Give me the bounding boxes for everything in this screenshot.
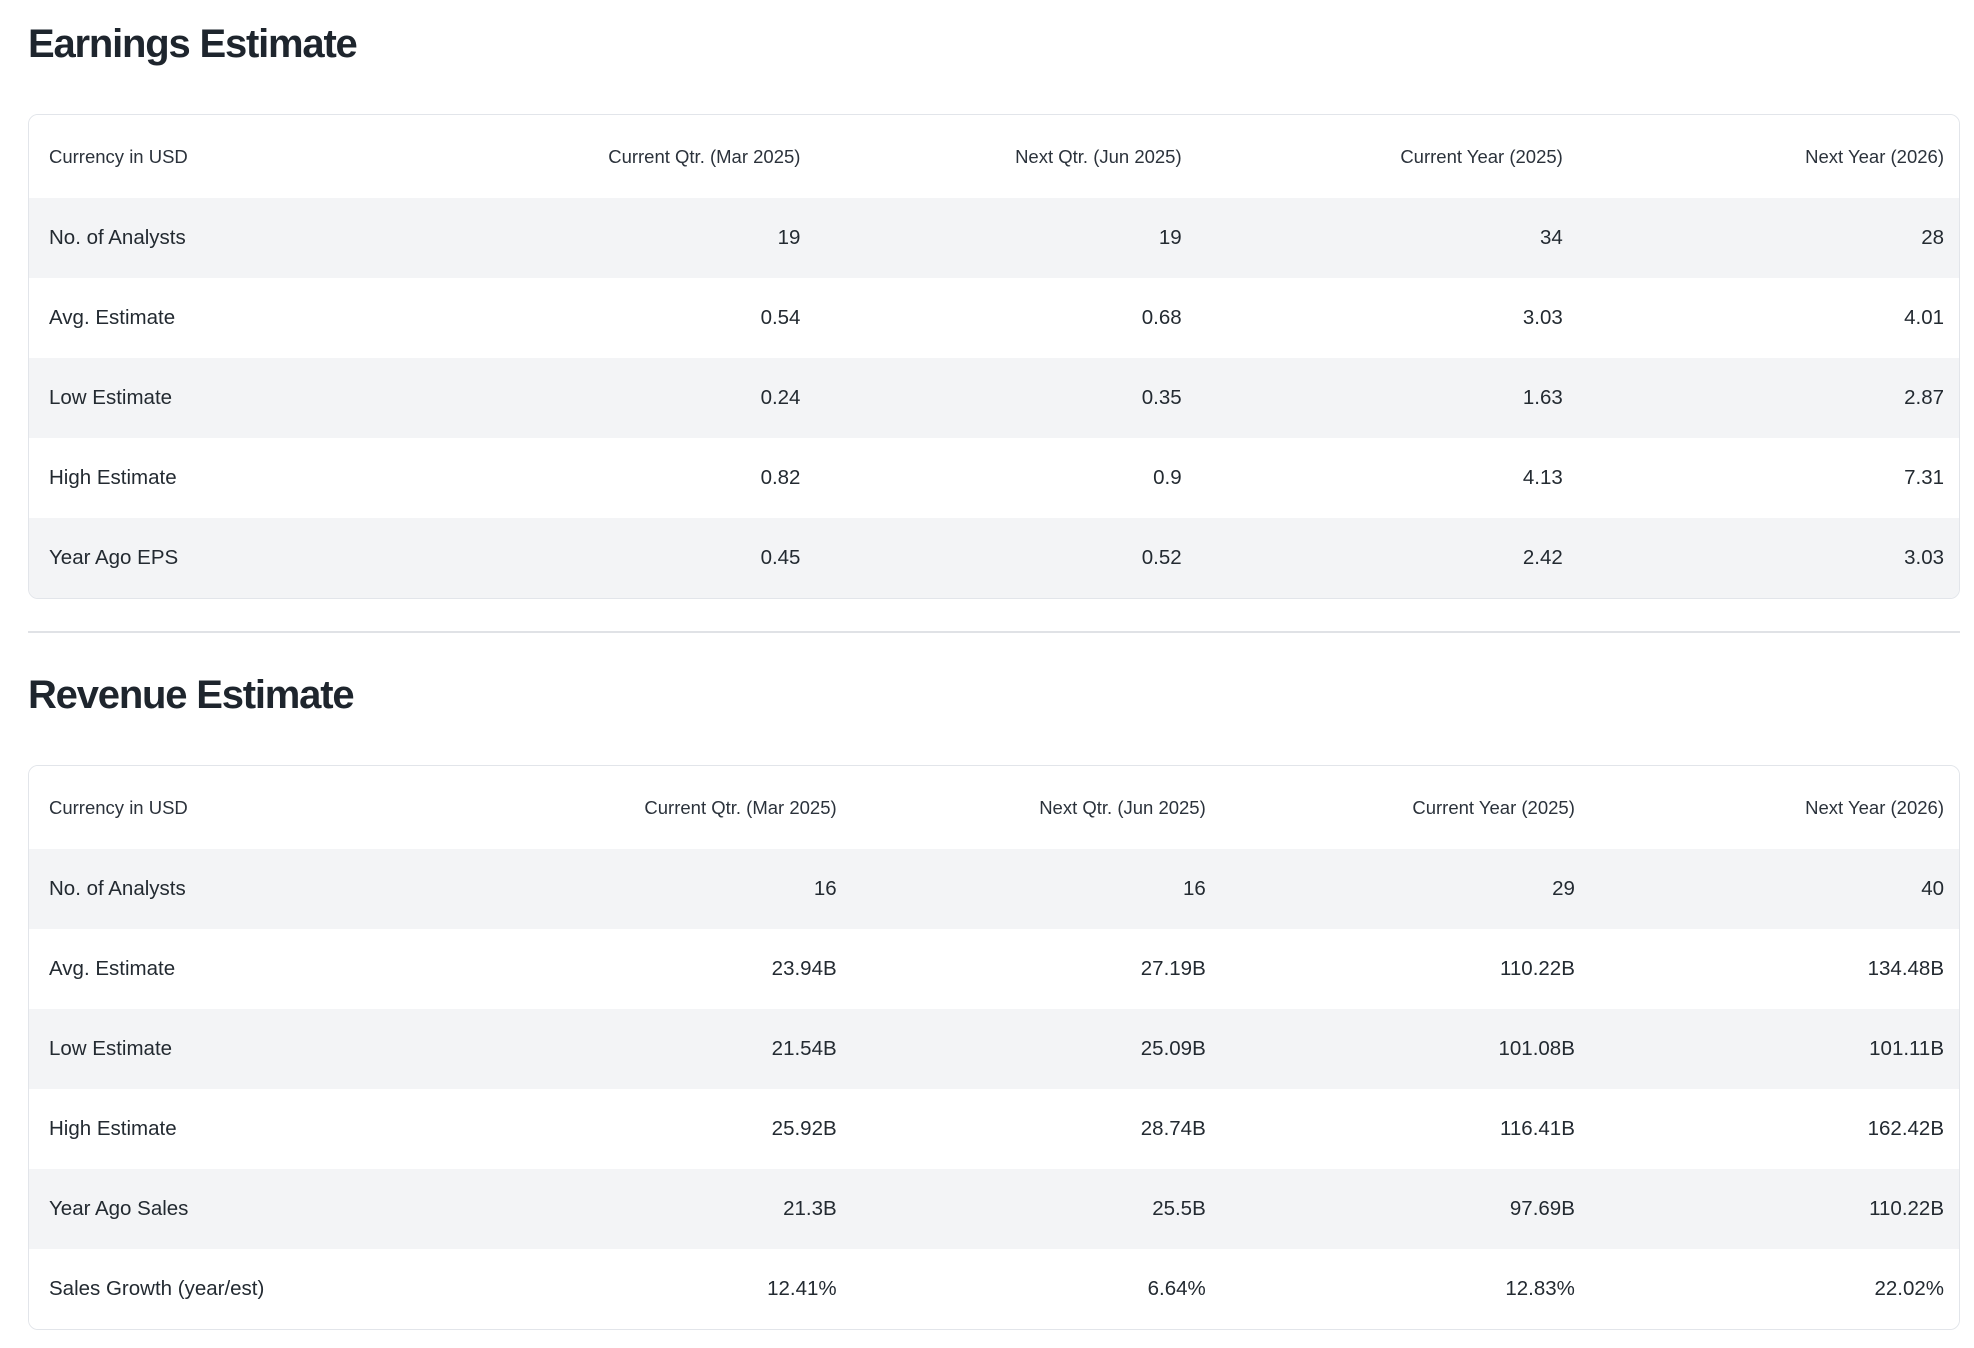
table-row: Sales Growth (year/est) 12.41% 6.64% 12.…: [29, 1249, 1959, 1329]
column-header-current-qtr: Current Qtr. (Mar 2025): [434, 115, 816, 198]
column-header-current-year: Current Year (2025): [1196, 115, 1578, 198]
cell-value: 116.41B: [1500, 1117, 1575, 1140]
cell-value: 2.42: [1522, 546, 1563, 569]
cell-value: 162.42B: [1867, 1117, 1944, 1140]
cell-value: 16: [1182, 877, 1206, 900]
row-label: High Estimate: [49, 466, 177, 489]
cell-value: 12.83%: [1505, 1277, 1575, 1300]
row-label: Avg. Estimate: [49, 957, 176, 980]
cell-value: 28: [1921, 226, 1944, 249]
cell-value: 23.94B: [771, 957, 837, 980]
section-divider: [28, 631, 1960, 633]
cell-value: 19: [1158, 226, 1182, 249]
currency-header: Currency in USD: [29, 766, 483, 849]
cell-value: 110.22B: [1869, 1197, 1944, 1220]
table-row: Avg. Estimate 23.94B 27.19B 110.22B 134.…: [29, 929, 1959, 1009]
cell-value: 25.5B: [1152, 1197, 1206, 1220]
cell-value: 0.9: [1153, 466, 1182, 489]
table-header-row: Currency in USD Current Qtr. (Mar 2025) …: [29, 766, 1959, 849]
table-row: Low Estimate 0.24 0.35 1.63 2.87: [29, 358, 1959, 438]
cell-value: 0.82: [760, 466, 801, 489]
cell-value: 134.48B: [1867, 957, 1944, 980]
revenue-estimate-table: Currency in USD Current Qtr. (Mar 2025) …: [29, 766, 1959, 1329]
cell-value: 0.24: [760, 386, 801, 409]
row-label: No. of Analysts: [49, 226, 186, 249]
column-header-next-year: Next Year (2026): [1577, 115, 1959, 198]
cell-value: 25.09B: [1140, 1037, 1206, 1060]
cell-value: 16: [813, 877, 837, 900]
table-row: Year Ago Sales 21.3B 25.5B 97.69B 110.22…: [29, 1169, 1959, 1249]
cell-value: 28.74B: [1140, 1117, 1206, 1140]
cell-value: 40: [1921, 877, 1944, 900]
column-header-next-qtr: Next Qtr. (Jun 2025): [851, 766, 1221, 849]
table-row: No. of Analysts 16 16 29 40: [29, 849, 1959, 929]
cell-value: 97.69B: [1509, 1197, 1575, 1220]
table-row: No. of Analysts 19 19 34 28: [29, 198, 1959, 278]
column-header-current-year: Current Year (2025): [1220, 766, 1590, 849]
cell-value: 21.3B: [783, 1197, 837, 1220]
earnings-estimate-title: Earnings Estimate: [28, 22, 358, 66]
cell-value: 0.68: [1141, 306, 1182, 329]
cell-value: 12.41%: [767, 1277, 837, 1300]
cell-value: 0.45: [760, 546, 801, 569]
cell-value: 34: [1540, 226, 1563, 249]
cell-value: 29: [1552, 877, 1575, 900]
row-label: No. of Analysts: [49, 877, 186, 900]
cell-value: 27.19B: [1140, 957, 1206, 980]
row-label: Year Ago EPS: [49, 546, 179, 569]
currency-header: Currency in USD: [29, 115, 435, 198]
cell-value: 2.87: [1904, 386, 1944, 409]
cell-value: 6.64%: [1147, 1277, 1206, 1300]
column-header-next-qtr: Next Qtr. (Jun 2025): [815, 115, 1197, 198]
earnings-estimate-table: Currency in USD Current Qtr. (Mar 2025) …: [29, 115, 1959, 598]
table-row: High Estimate 25.92B 28.74B 116.41B 162.…: [29, 1089, 1959, 1169]
cell-value: 3.03: [1904, 546, 1944, 569]
column-header-current-qtr: Current Qtr. (Mar 2025): [482, 766, 852, 849]
cell-value: 101.11B: [1869, 1037, 1944, 1060]
row-label: Year Ago Sales: [49, 1197, 189, 1220]
table-row: Avg. Estimate 0.54 0.68 3.03 4.01: [29, 278, 1959, 358]
revenue-estimate-card: Currency in USD Current Qtr. (Mar 2025) …: [28, 765, 1960, 1330]
cell-value: 7.31: [1904, 466, 1944, 489]
row-label: Low Estimate: [49, 1037, 173, 1060]
cell-value: 21.54B: [771, 1037, 837, 1060]
cell-value: 1.63: [1522, 386, 1563, 409]
cell-value: 110.22B: [1500, 957, 1575, 980]
table-row: High Estimate 0.82 0.9 4.13 7.31: [29, 438, 1959, 518]
cell-value: 22.02%: [1874, 1277, 1944, 1300]
table-header-row: Currency in USD Current Qtr. (Mar 2025) …: [29, 115, 1959, 198]
cell-value: 3.03: [1522, 306, 1563, 329]
cell-value: 0.52: [1141, 546, 1182, 569]
cell-value: 19: [777, 226, 801, 249]
cell-value: 101.08B: [1498, 1037, 1575, 1060]
column-header-next-year: Next Year (2026): [1589, 766, 1959, 849]
row-label: Low Estimate: [49, 386, 173, 409]
row-label: High Estimate: [49, 1117, 177, 1140]
revenue-estimate-title: Revenue Estimate: [28, 673, 355, 717]
cell-value: 0.35: [1141, 386, 1182, 409]
table-row: Year Ago EPS 0.45 0.52 2.42 3.03: [29, 518, 1959, 598]
cell-value: 4.13: [1522, 466, 1563, 489]
row-label: Avg. Estimate: [49, 306, 176, 329]
table-row: Low Estimate 21.54B 25.09B 101.08B 101.1…: [29, 1009, 1959, 1089]
cell-value: 4.01: [1904, 306, 1944, 329]
row-label: Sales Growth (year/est): [49, 1277, 265, 1300]
cell-value: 25.92B: [771, 1117, 837, 1140]
cell-value: 0.54: [760, 306, 801, 329]
earnings-estimate-card: Currency in USD Current Qtr. (Mar 2025) …: [28, 114, 1960, 599]
